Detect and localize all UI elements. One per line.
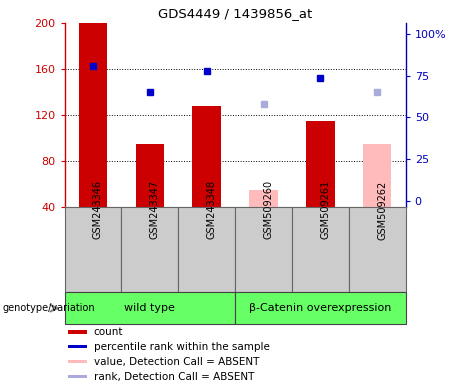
Bar — [68, 330, 87, 334]
Bar — [178, 207, 235, 292]
Text: count: count — [94, 327, 123, 337]
Text: genotype/variation: genotype/variation — [2, 303, 95, 313]
Text: GSM509262: GSM509262 — [377, 180, 387, 240]
Bar — [68, 375, 87, 378]
Bar — [363, 144, 391, 207]
Title: GDS4449 / 1439856_at: GDS4449 / 1439856_at — [158, 7, 312, 20]
Bar — [193, 106, 221, 207]
Bar — [121, 207, 178, 292]
Bar — [79, 23, 107, 207]
Text: GSM509260: GSM509260 — [264, 180, 273, 240]
Text: GSM243346: GSM243346 — [93, 180, 103, 239]
Text: value, Detection Call = ABSENT: value, Detection Call = ABSENT — [94, 357, 259, 367]
Text: GSM243347: GSM243347 — [150, 180, 160, 240]
Text: wild type: wild type — [124, 303, 175, 313]
Text: GSM243348: GSM243348 — [207, 180, 217, 239]
Bar — [292, 207, 349, 292]
Text: rank, Detection Call = ABSENT: rank, Detection Call = ABSENT — [94, 372, 254, 382]
Text: percentile rank within the sample: percentile rank within the sample — [94, 342, 269, 352]
Bar — [68, 345, 87, 348]
Bar — [68, 360, 87, 363]
Bar — [249, 190, 278, 207]
Bar — [136, 144, 164, 207]
Bar — [235, 292, 406, 324]
Bar — [235, 207, 292, 292]
Text: β-Catenin overexpression: β-Catenin overexpression — [249, 303, 391, 313]
Bar — [349, 207, 406, 292]
Bar — [306, 121, 335, 207]
Bar — [65, 207, 121, 292]
Bar — [65, 292, 235, 324]
Text: GSM509261: GSM509261 — [320, 180, 331, 240]
